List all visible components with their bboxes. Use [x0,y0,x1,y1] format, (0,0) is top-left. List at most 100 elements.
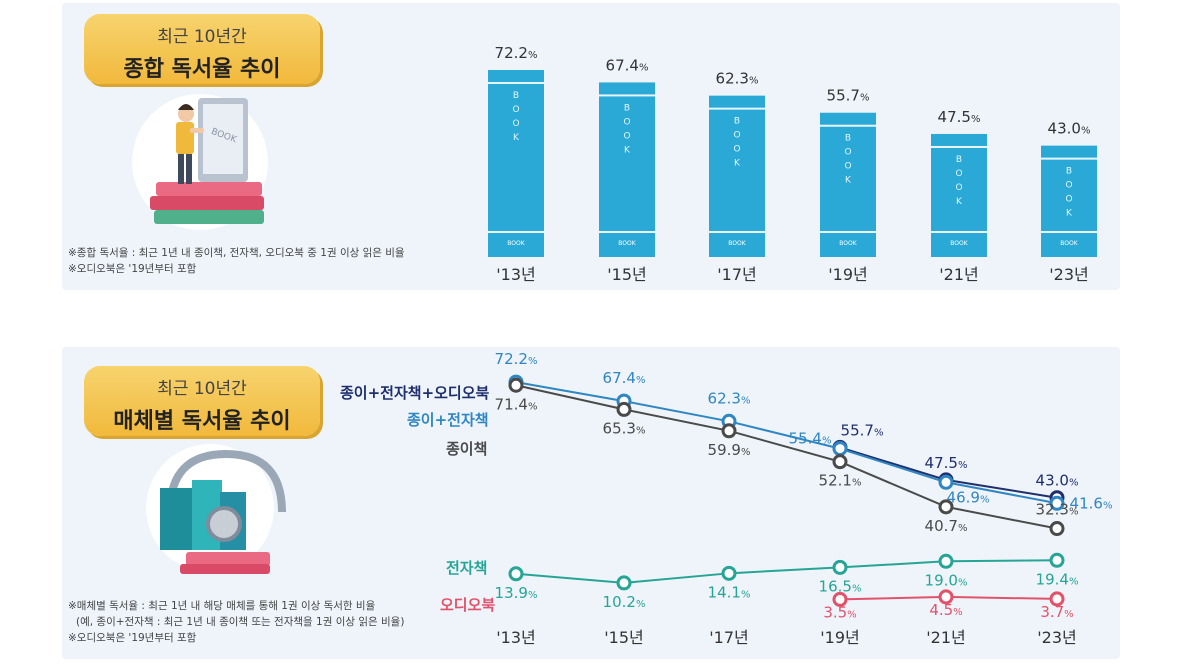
bar [1041,145,1097,257]
data-point-ebook [938,553,954,569]
bar-value-label: 72.2% [495,44,538,62]
bar-band [1041,157,1097,160]
overall-reading-rate-bar-chart: BOOK B O O K 72.2% '13년 BOOK B O O K 67.4% '15년 BOOK B O… [488,44,1097,284]
data-point-ebook [832,559,848,575]
data-label-ebook: 19.0% [925,571,968,589]
data-label-ebook: 19.4% [1036,570,1079,588]
bar-value-label: 43.0% [1048,120,1091,138]
reader-with-tablet-illustration: BOOK [128,92,278,246]
data-label-paper: 65.3% [603,419,646,437]
panel1-note: ※종합 독서율 : 최근 1년 내 종이책, 전자책, 오디오북 중 1권 이상… [68,247,405,259]
legend-audio: 오디오북 [440,596,495,614]
bar-band [1041,231,1097,233]
bar-value-label: 67.4% [606,56,649,74]
bar-value-label: 62.3% [716,70,759,88]
legend-all: 종이+전자책+오디오북 [340,384,490,402]
panel2-notes: ※매체별 독서율 : 최근 1년 내 해당 매체를 통해 1권 이상 독서한 비… [68,598,404,646]
bar-band [709,231,765,233]
x-tick-label: '19년 [820,628,859,647]
bar-band [599,231,655,233]
data-label-ebook: 13.9% [495,584,538,602]
data-label-paper_ebook: 67.4% [603,369,646,387]
data-label-all: 55.7% [841,421,884,439]
x-tick-label: '21년 [939,265,978,284]
data-label-paper: 59.9% [708,441,751,459]
x-tick-label: '23년 [1049,265,1088,284]
legend-paper: 종이책 [446,440,487,458]
data-label-ebook: 16.5% [819,577,862,595]
data-point-paper_ebook [938,474,954,490]
bar-band [599,94,655,97]
data-label-audio: 4.5% [929,601,962,619]
legend-ebook: 전자책 [446,559,487,577]
x-tick-label: '17년 [709,628,748,647]
bar-band [488,231,544,233]
series-line-paper_ebook [515,381,1058,505]
data-label-audio: 3.5% [823,603,856,621]
data-label-paper: 32.3% [1036,501,1079,519]
data-label-paper_ebook: 46.9% [947,488,990,506]
bar [709,95,765,258]
bar [488,70,544,257]
bar-band [931,231,987,233]
panel1-title-small: 최근 10년간 [157,27,247,47]
bar-foot-text: BOOK [839,240,857,247]
bar-band [709,107,765,110]
x-tick-label: '19년 [828,265,867,284]
legend-paper_ebook: 종이+전자책 [407,411,489,429]
data-point-paper_ebook [832,441,848,457]
bar-band [820,124,876,127]
x-tick-label: '17년 [717,265,756,284]
panel2-title-badge: 최근 10년간 매체별 독서율 추이 [84,366,320,436]
x-tick-label: '23년 [1037,628,1076,647]
data-label-paper_ebook: 62.3% [708,389,751,407]
data-point-audio [1049,591,1065,607]
data-label-ebook: 14.1% [708,583,751,601]
bar [599,82,655,258]
bar-value-label: 55.7% [827,87,870,105]
panel2-title-small: 최근 10년간 [157,379,247,399]
panel1-notes: ※종합 독서율 : 최근 1년 내 종이책, 전자책, 오디오북 중 1권 이상… [68,245,405,277]
data-label-paper: 71.4% [495,395,538,413]
bar-band [820,231,876,233]
panel2-note: ※매체별 독서율 : 최근 1년 내 해당 매체를 통해 1권 이상 독서한 비… [68,600,376,612]
panel1-title-main: 종합 독서율 추이 [123,57,281,82]
panel2-title-main: 매체별 독서율 추이 [113,409,291,434]
data-label-ebook: 10.2% [603,593,646,611]
data-point-paper [508,377,524,393]
bar-foot-text: BOOK [507,240,525,247]
bar-band [931,145,987,148]
series-line-ebook [515,559,1058,584]
panel1-title-badge: 최근 10년간 종합 독서율 추이 [84,14,320,84]
data-point-ebook [1049,552,1065,568]
data-point-paper_ebook [1049,495,1065,511]
data-point-ebook [616,575,632,591]
bar-foot-text: BOOK [728,240,746,247]
bar-value-label: 47.5% [938,108,981,126]
x-tick-label: '21년 [926,628,965,647]
x-tick-label: '13년 [496,628,535,647]
bar-foot-text: BOOK [1060,240,1078,247]
data-label-paper: 52.1% [819,472,862,490]
data-point-ebook [721,565,737,581]
bar-band [488,82,544,84]
data-point-paper [832,454,848,470]
books-with-headphones-illustration [140,440,290,594]
data-label-paper_ebook: 41.6% [1070,494,1113,512]
x-tick-label: '13년 [496,265,535,284]
data-point-paper [1049,521,1065,537]
data-label-paper_ebook: 72.2% [495,350,538,368]
data-point-paper [938,499,954,515]
data-point-paper [616,401,632,417]
panel2-note: (예, 종이+전자책 : 최근 1년 내 종이책 또는 전자책을 1권 이상 읽… [76,616,405,628]
data-label-audio: 3.7% [1040,603,1073,621]
series-line-paper [515,384,1058,530]
data-point-ebook [508,566,524,582]
x-tick-label: '15년 [607,265,646,284]
